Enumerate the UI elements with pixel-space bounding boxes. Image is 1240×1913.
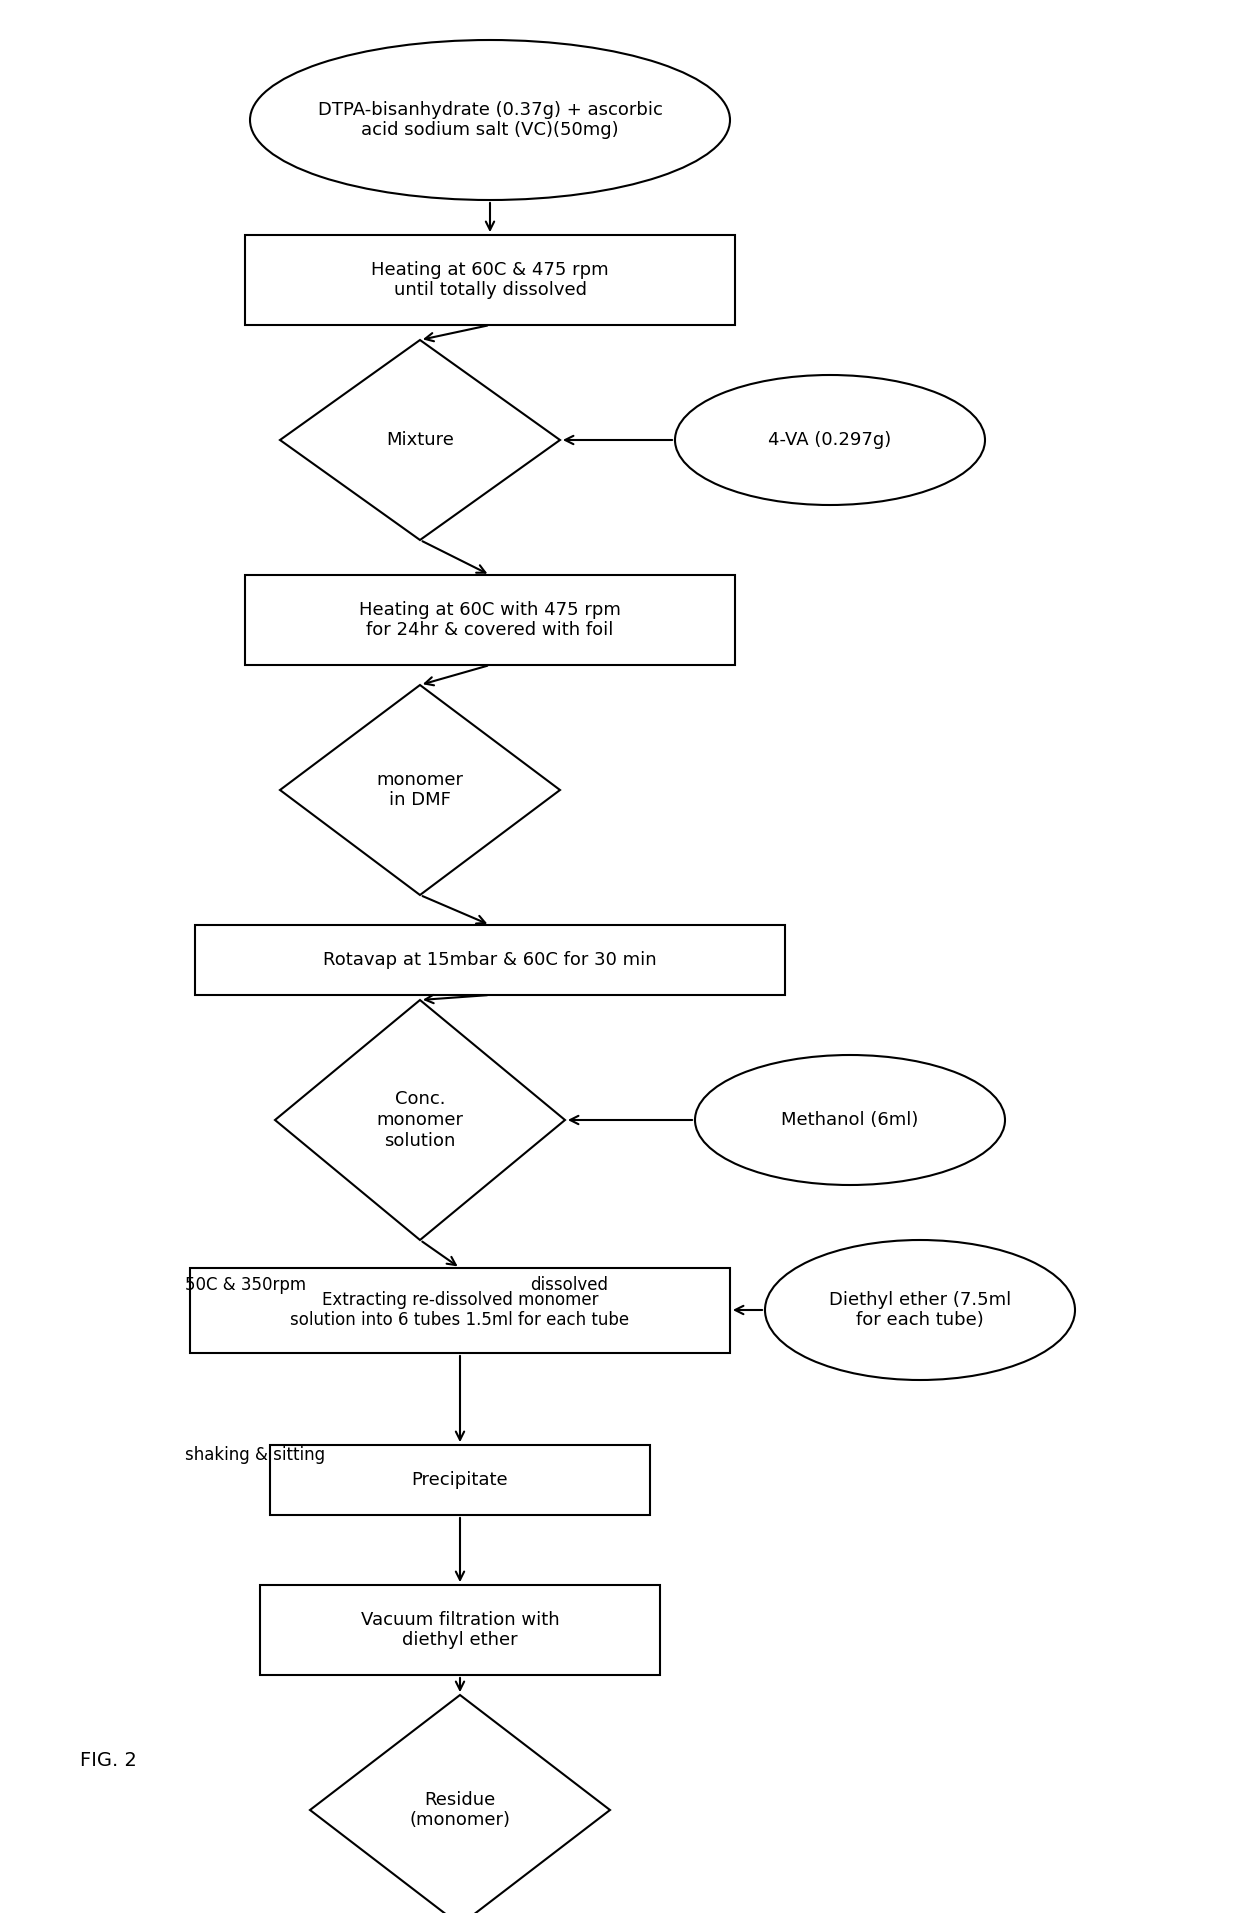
- Text: Extracting re-dissolved monomer
solution into 6 tubes 1.5ml for each tube: Extracting re-dissolved monomer solution…: [290, 1291, 630, 1330]
- Text: Precipitate: Precipitate: [412, 1471, 508, 1488]
- Text: monomer
in DMF: monomer in DMF: [377, 771, 464, 809]
- Bar: [195, 926, 785, 995]
- Text: Vacuum filtration with
diethyl ether: Vacuum filtration with diethyl ether: [361, 1611, 559, 1649]
- Bar: [190, 1268, 730, 1352]
- Polygon shape: [280, 341, 560, 539]
- Text: Mixture: Mixture: [386, 430, 454, 450]
- Ellipse shape: [694, 1054, 1004, 1184]
- Bar: [270, 1444, 650, 1515]
- Text: FIG. 2: FIG. 2: [81, 1750, 136, 1770]
- Text: 4-VA (0.297g): 4-VA (0.297g): [769, 430, 892, 450]
- Text: Heating at 60C & 475 rpm
until totally dissolved: Heating at 60C & 475 rpm until totally d…: [371, 260, 609, 300]
- Text: Rotavap at 15mbar & 60C for 30 min: Rotavap at 15mbar & 60C for 30 min: [324, 951, 657, 970]
- Bar: [246, 235, 735, 325]
- Text: shaking & sitting: shaking & sitting: [185, 1446, 325, 1463]
- Ellipse shape: [675, 375, 985, 505]
- Bar: [246, 576, 735, 666]
- Text: Conc.
monomer
solution: Conc. monomer solution: [377, 1090, 464, 1150]
- Ellipse shape: [765, 1240, 1075, 1379]
- Text: Heating at 60C with 475 rpm
for 24hr & covered with foil: Heating at 60C with 475 rpm for 24hr & c…: [360, 601, 621, 639]
- Text: DTPA-bisanhydrate (0.37g) + ascorbic
acid sodium salt (VC)(50mg): DTPA-bisanhydrate (0.37g) + ascorbic aci…: [317, 101, 662, 140]
- Text: 50C & 350rpm: 50C & 350rpm: [185, 1276, 306, 1293]
- Text: Methanol (6ml): Methanol (6ml): [781, 1111, 919, 1129]
- Polygon shape: [310, 1695, 610, 1913]
- Ellipse shape: [250, 40, 730, 201]
- Text: dissolved: dissolved: [529, 1276, 608, 1293]
- Polygon shape: [280, 685, 560, 895]
- Text: Diethyl ether (7.5ml
for each tube): Diethyl ether (7.5ml for each tube): [828, 1291, 1011, 1330]
- Polygon shape: [275, 1000, 565, 1240]
- Bar: [260, 1586, 660, 1676]
- Text: Residue
(monomer): Residue (monomer): [409, 1791, 511, 1829]
